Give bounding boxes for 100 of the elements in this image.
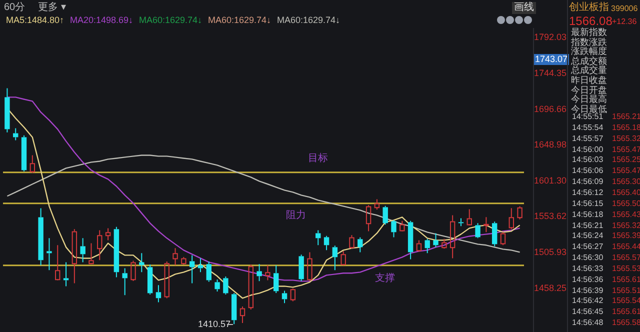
candlestick xyxy=(324,235,330,251)
candlestick xyxy=(214,278,220,292)
y-tick-label: 1648.98 xyxy=(534,140,567,150)
candlestick xyxy=(290,289,296,302)
candlestick xyxy=(450,214,456,259)
ref-line-label: 目标 xyxy=(308,152,328,164)
candlestick xyxy=(332,245,338,271)
text: 399006 xyxy=(611,4,638,13)
candlestick xyxy=(231,292,237,325)
candlestick xyxy=(97,230,102,261)
candlestick xyxy=(256,264,262,282)
text: 60分 xyxy=(4,2,26,13)
candlestick xyxy=(408,220,414,260)
candlestick xyxy=(122,268,128,296)
text: 14:56:45 xyxy=(572,307,604,316)
text: MA60:1629.74↓ xyxy=(208,15,272,25)
text: 14:56:03 xyxy=(572,155,604,164)
candlestick xyxy=(4,88,10,133)
candlestick xyxy=(38,208,44,266)
text: 14:56:00 xyxy=(572,144,604,154)
candlestick xyxy=(458,218,464,227)
candlestick xyxy=(147,264,153,295)
text: 14:56:21 xyxy=(572,220,604,230)
candlestick xyxy=(223,276,228,295)
candlestick xyxy=(316,230,321,246)
annotation: 1410.57 xyxy=(198,319,231,329)
candlestick xyxy=(72,228,78,284)
text: 指数涨跌 xyxy=(571,36,607,47)
text: 创业板指 xyxy=(569,2,609,13)
candlestick xyxy=(391,220,396,238)
candlestick xyxy=(492,221,498,247)
candlestick xyxy=(139,252,144,273)
y-tick-label: 1458.25 xyxy=(534,282,567,293)
text: 更多 ▾ xyxy=(38,2,66,13)
candlestick xyxy=(46,238,52,271)
text: 画线 xyxy=(512,2,536,14)
text: 14:56:48 xyxy=(572,318,604,328)
text: MA60:1629.74↓ xyxy=(277,15,340,25)
candlestick xyxy=(433,232,438,248)
text: +12.36 xyxy=(612,17,637,26)
text: 14:56:12 xyxy=(572,188,604,197)
candlestick xyxy=(240,306,246,324)
text: 涨跌幅度 xyxy=(571,46,607,56)
candlestick xyxy=(172,248,178,266)
candlestick xyxy=(63,262,69,287)
text: 总成交量 xyxy=(571,65,607,76)
text: 14:55:57 xyxy=(572,134,604,143)
text: 14:56:39 xyxy=(572,286,604,295)
candlestick xyxy=(105,228,111,241)
candlestick xyxy=(30,154,36,174)
y-tick-label: 1744.35 xyxy=(534,68,567,78)
text: MA60:1629.74↓ xyxy=(139,15,202,25)
text: 今日最高 xyxy=(571,94,607,104)
candlestick xyxy=(265,264,270,281)
text: 14:56:18 xyxy=(572,210,604,219)
text: MA5:1484.80↑ xyxy=(6,15,64,25)
text: 14:56:36 xyxy=(572,274,604,284)
text: 14:55:51 xyxy=(572,112,604,121)
y-tick-label: 1505.93 xyxy=(534,246,567,257)
candlestick xyxy=(274,264,279,294)
y-tick-label: 1601.30 xyxy=(534,175,567,186)
text: 14:56:30 xyxy=(572,253,604,262)
candlestick xyxy=(358,236,363,253)
candlestick xyxy=(198,258,204,273)
candlestick xyxy=(189,254,195,284)
text: 14:55:54 xyxy=(572,122,604,132)
text: 1743.07 xyxy=(534,54,569,65)
text: 14:56:06 xyxy=(572,166,604,176)
ref-line-label: 支撑 xyxy=(375,272,395,284)
text: 14:56:33 xyxy=(572,264,604,273)
candlestick xyxy=(206,260,212,282)
candlestick xyxy=(156,284,162,303)
text: 今日开盘 xyxy=(571,84,607,95)
candlestick xyxy=(484,216,489,233)
text: MA20:1498.69↓ xyxy=(70,15,134,25)
text: 14:56:27 xyxy=(572,242,604,252)
candlestick xyxy=(114,226,120,278)
candlestick xyxy=(475,222,480,239)
text: 总成交额 xyxy=(571,56,607,66)
candlestick xyxy=(88,242,94,265)
candlestick xyxy=(80,238,86,263)
text: 14:56:09 xyxy=(572,177,604,186)
candlestick xyxy=(282,290,288,304)
candlestick xyxy=(307,252,312,282)
candlestick xyxy=(366,204,372,232)
candlestick xyxy=(13,128,18,141)
text: 14:56:42 xyxy=(572,296,604,306)
text: 14:56:15 xyxy=(572,198,604,208)
text: 1566.08 xyxy=(569,14,612,28)
y-tick-label: 1553.62 xyxy=(534,211,567,222)
candlestick xyxy=(21,134,27,172)
ref-line-label: 阻力 xyxy=(286,209,306,222)
candlestick xyxy=(466,208,472,226)
text: 最新指数 xyxy=(571,27,607,37)
y-tick-label: 1696.66 xyxy=(534,104,567,114)
candlestick xyxy=(508,208,514,230)
text: 14:56:24 xyxy=(572,231,604,240)
text: 今日最低 xyxy=(571,104,607,114)
y-tick-label: 1792.03 xyxy=(534,32,567,42)
candlestick xyxy=(424,238,430,254)
